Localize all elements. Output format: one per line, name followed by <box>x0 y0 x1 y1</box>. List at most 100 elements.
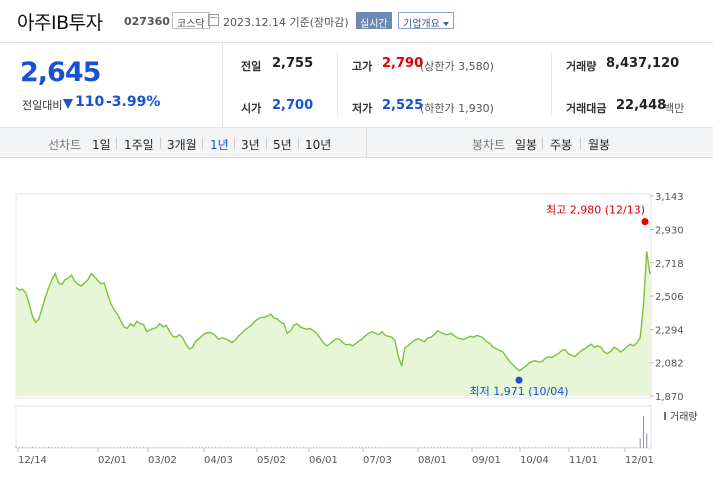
low-marker <box>515 376 523 384</box>
volume-bar <box>319 447 321 448</box>
volume-bar <box>551 447 553 448</box>
volume-bar <box>146 447 148 448</box>
volume-bar <box>453 447 455 448</box>
volume-bar <box>342 447 344 448</box>
tab-divider <box>266 137 267 149</box>
volume-bar <box>607 447 609 448</box>
volume-bar <box>100 447 102 448</box>
volume-bar <box>508 447 510 448</box>
price-panel: 2,645 전일대비 110 -3.99% 전일 2,755 고가 2,790 … <box>0 42 713 128</box>
volume-bar <box>165 447 167 448</box>
volume-bar <box>227 447 229 448</box>
company-info-dropdown[interactable]: 기업개요 <box>398 12 454 30</box>
volume-bar <box>290 447 292 448</box>
volume-bar <box>522 447 524 448</box>
tab-1w[interactable]: 1주일 <box>124 138 154 152</box>
volume-bar <box>116 447 118 448</box>
volume-bar <box>368 447 370 448</box>
volume-bar <box>208 447 210 448</box>
volume-bar <box>544 447 546 448</box>
volume-bar <box>172 447 174 448</box>
company-info-label: 기업개요 <box>403 19 440 30</box>
volume-legend-marker <box>664 412 666 420</box>
volume-bar <box>38 447 40 448</box>
volume-bar <box>51 447 53 448</box>
volume-bar <box>15 447 17 448</box>
volume-area <box>15 405 652 449</box>
tab-daily[interactable]: 일봉 <box>515 138 538 152</box>
volume-bar <box>420 447 422 448</box>
current-price-box: 2,645 전일대비 110 -3.99% <box>0 43 223 127</box>
volume-bar <box>345 447 347 448</box>
volume-bar <box>195 447 197 448</box>
volume-bar <box>456 447 458 448</box>
volume-bar <box>479 447 481 448</box>
stock-code: 027360 <box>124 15 170 28</box>
tab-divider <box>160 137 161 149</box>
volume-bar <box>48 447 50 448</box>
volume-bar <box>57 447 59 448</box>
volume-bar <box>424 447 426 448</box>
realtime-button[interactable]: 실시간 <box>356 12 392 30</box>
tab-1y[interactable]: 1년 <box>210 138 229 152</box>
volume-bar <box>332 447 334 448</box>
volume-bar <box>312 447 314 448</box>
volume-bar <box>577 447 579 448</box>
tab-10y[interactable]: 10년 <box>305 138 332 152</box>
market-badge: 코스닥 <box>172 12 210 30</box>
volume-bar <box>211 447 213 448</box>
volume-bar <box>463 447 465 448</box>
divider <box>551 53 552 117</box>
volume-bar <box>528 447 530 448</box>
price-change-pct: -3.99% <box>106 94 161 110</box>
volume-bar <box>531 447 533 448</box>
tab-monthly[interactable]: 월봉 <box>588 138 611 152</box>
volume-bar <box>276 447 278 448</box>
volume-bar <box>254 447 256 448</box>
price-chart[interactable]: 3,143 2,930 2,718 2,506 2,294 2,082 1,870 최고 2,… <box>0 178 713 486</box>
prev-compare-label: 전일대비 <box>22 99 63 112</box>
volume-bar <box>77 447 79 448</box>
volume-bar <box>201 447 203 448</box>
volume-bar <box>365 447 367 448</box>
y-tick-label: 2,294 <box>655 325 684 336</box>
x-tick-label: 10/04 <box>520 455 549 466</box>
calendar-icon <box>208 14 219 26</box>
volume-bar <box>603 447 605 448</box>
chart-tab-bar: 선차트 1일 1주일 3개월 1년 3년 5년 10년 봉차트 일봉 주봉 월봉 <box>0 128 713 158</box>
stock-name: 아주IB투자 <box>17 12 103 34</box>
volume-bar <box>378 447 380 448</box>
volume-bar <box>620 447 622 448</box>
high-marker <box>641 218 649 226</box>
volume-bar <box>133 447 135 448</box>
y-tick-label: 2,082 <box>655 359 684 370</box>
volume-bar <box>41 447 43 448</box>
volume-bar <box>574 447 576 448</box>
volume-bar <box>54 447 56 448</box>
volume-bar <box>84 447 86 448</box>
volume-bar <box>299 447 301 448</box>
volume-bar <box>169 447 171 448</box>
volume-bar <box>129 447 131 448</box>
volume-bar <box>541 447 543 448</box>
volume-bar <box>466 447 468 448</box>
volume-bar <box>322 447 324 448</box>
volume-bar <box>459 447 461 448</box>
volume-bar <box>159 447 161 448</box>
volume-bar <box>90 447 92 448</box>
volume-bar <box>361 447 363 448</box>
tab-1d[interactable]: 1일 <box>92 138 111 152</box>
volume-bar <box>231 447 233 448</box>
volume-bar <box>178 447 180 448</box>
tab-3y[interactable]: 3년 <box>241 138 260 152</box>
tab-5y[interactable]: 5년 <box>273 138 292 152</box>
volume-bar <box>87 447 89 448</box>
volume-bar <box>296 447 298 448</box>
volume-bar <box>139 447 141 448</box>
volume-bar <box>538 447 540 448</box>
volume-bar <box>188 447 190 448</box>
volume-bar <box>616 447 618 448</box>
tab-weekly[interactable]: 주봉 <box>550 138 573 152</box>
x-tick-label: 08/01 <box>418 455 447 466</box>
tab-3m[interactable]: 3개월 <box>167 138 197 152</box>
